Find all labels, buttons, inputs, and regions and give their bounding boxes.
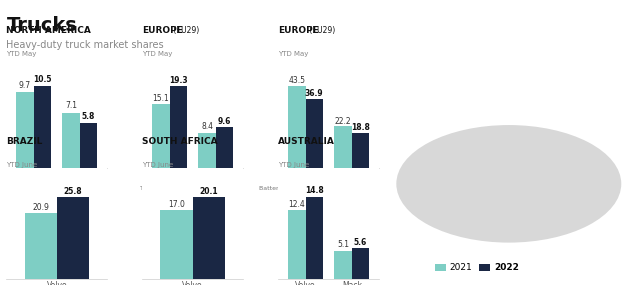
Text: 36.9: 36.9: [305, 89, 324, 98]
Ellipse shape: [396, 125, 621, 243]
Text: (EU29): (EU29): [307, 26, 335, 35]
Bar: [305, 99, 323, 168]
Text: 17.0: 17.0: [168, 200, 185, 209]
Text: BRAZIL: BRAZIL: [6, 137, 43, 146]
Text: YTD June: YTD June: [6, 162, 38, 168]
Bar: [216, 127, 233, 168]
Text: YTD June: YTD June: [142, 162, 173, 168]
Text: Trucks: Trucks: [6, 16, 77, 35]
Bar: [288, 210, 305, 279]
Bar: [57, 197, 89, 279]
Bar: [152, 104, 170, 168]
Text: 25.8: 25.8: [63, 187, 82, 196]
Bar: [352, 248, 369, 279]
Text: YTD May: YTD May: [6, 51, 36, 57]
Text: SOUTH AFRICA: SOUTH AFRICA: [142, 137, 218, 146]
Text: 9.6: 9.6: [218, 117, 231, 126]
Text: 9.7: 9.7: [19, 81, 31, 90]
Text: 7.1: 7.1: [65, 101, 77, 110]
Text: EUROPE: EUROPE: [142, 26, 183, 35]
Text: Heavy-duty truck market shares: Heavy-duty truck market shares: [6, 40, 164, 50]
Text: 5.1: 5.1: [337, 240, 349, 249]
Bar: [80, 123, 97, 168]
Text: 12.4: 12.4: [289, 200, 305, 209]
Text: 10.5: 10.5: [33, 75, 52, 84]
Text: NORTH AMERICA: NORTH AMERICA: [6, 26, 92, 35]
Text: Battery electric market share: Battery electric market share: [259, 186, 352, 192]
Text: 15.1: 15.1: [152, 94, 169, 103]
Text: 20.1: 20.1: [200, 187, 218, 196]
Text: Total market share: Total market share: [140, 186, 199, 192]
Text: 22.2: 22.2: [335, 117, 351, 126]
Text: 19.3: 19.3: [169, 76, 188, 85]
Bar: [288, 86, 305, 168]
Text: YTD June: YTD June: [278, 162, 310, 168]
Bar: [334, 251, 352, 279]
Text: 18.8: 18.8: [351, 123, 370, 132]
Bar: [24, 213, 57, 279]
Bar: [170, 86, 187, 168]
Text: (EU29): (EU29): [172, 26, 200, 35]
Bar: [198, 133, 216, 168]
Text: 5.8: 5.8: [82, 111, 95, 121]
Bar: [352, 133, 369, 168]
Bar: [193, 197, 225, 279]
Legend: 2021, 2022: 2021, 2022: [435, 263, 518, 272]
Text: 5.6: 5.6: [354, 237, 367, 247]
Bar: [63, 113, 80, 168]
Text: AUSTRALIA: AUSTRALIA: [278, 137, 335, 146]
Bar: [334, 126, 352, 168]
Text: 20.9: 20.9: [32, 203, 49, 212]
Text: 8.4: 8.4: [201, 122, 213, 131]
Text: 43.5: 43.5: [288, 76, 305, 86]
Bar: [305, 197, 323, 279]
Text: YTD May: YTD May: [142, 51, 173, 57]
Bar: [34, 86, 51, 168]
Text: YTD May: YTD May: [278, 51, 308, 57]
Text: 14.8: 14.8: [305, 186, 324, 196]
Bar: [161, 210, 193, 279]
Text: EUROPE: EUROPE: [278, 26, 319, 35]
Bar: [16, 92, 34, 168]
